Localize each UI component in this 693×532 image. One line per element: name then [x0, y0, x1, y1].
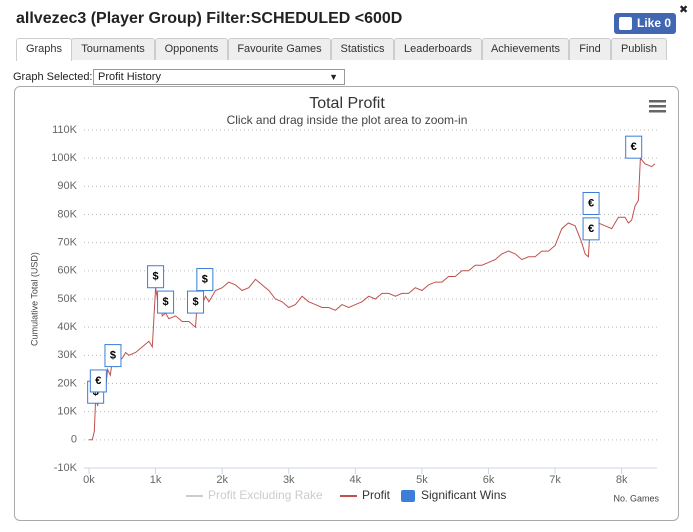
y-tick-label: 70K — [57, 237, 77, 249]
flag — [104, 344, 122, 368]
tab[interactable]: Graphs — [16, 38, 72, 61]
x-tick-label: 8k — [616, 474, 628, 486]
menu-icon[interactable] — [649, 100, 666, 113]
tab[interactable]: Tournaments — [71, 38, 155, 60]
y-tick-label: 40K — [57, 321, 77, 333]
select-value: Profit History — [98, 71, 161, 83]
graph-select[interactable]: Profit History ▼ — [93, 69, 345, 85]
x-tick-label: 0k — [83, 474, 95, 486]
x-tick-label: 7k — [549, 474, 561, 486]
legend-swatch — [401, 490, 415, 502]
tab[interactable]: Leaderboards — [394, 38, 482, 60]
y-tick-label: 30K — [57, 349, 77, 361]
tab[interactable]: Statistics — [331, 38, 394, 60]
legend-label: Profit — [362, 488, 391, 502]
flag-label: $ — [153, 271, 159, 283]
x-axis-label: No. Games — [613, 493, 659, 503]
flag — [89, 369, 107, 393]
dropdown-arrow: ▼ — [329, 72, 338, 82]
close-button[interactable]: ✖ — [679, 4, 689, 16]
y-tick-label: 0 — [71, 434, 77, 446]
x-tick-label: 5k — [416, 474, 428, 486]
x-tick-label: 2k — [216, 474, 228, 486]
chart-subtitle: Click and drag inside the plot area to z… — [227, 113, 468, 127]
flag — [582, 217, 600, 241]
flag-label: € — [588, 223, 594, 235]
flag — [625, 135, 643, 159]
tab[interactable]: Achievements — [482, 38, 569, 60]
flag — [157, 290, 175, 314]
flag — [196, 268, 214, 292]
legend-label: Significant Wins — [421, 488, 506, 502]
flag-label: € — [95, 375, 101, 387]
y-tick-label: 20K — [57, 377, 77, 389]
y-tick-label: -10K — [54, 462, 78, 474]
y-tick-label: 60K — [57, 265, 77, 277]
x-tick-label: 3k — [283, 474, 295, 486]
flag-label: € — [631, 141, 637, 153]
selector-label: Graph Selected: — [13, 71, 93, 83]
flag-label: $ — [202, 273, 208, 285]
flag-label: $ — [192, 296, 198, 308]
flag — [147, 265, 165, 289]
page-title: allvezec3 (Player Group) Filter:SCHEDULE… — [16, 10, 403, 27]
chart-title: Total Profit — [309, 95, 385, 112]
flag — [582, 192, 600, 215]
y-tick-label: 10K — [57, 406, 77, 418]
flag-label: $ — [110, 350, 116, 362]
x-tick-label: 4k — [350, 474, 362, 486]
tab[interactable]: Find — [569, 38, 611, 60]
flag — [187, 290, 205, 314]
flag-label: € — [588, 197, 594, 209]
like-button[interactable]: Like 0 — [614, 13, 676, 34]
y-tick-label: 80K — [57, 208, 77, 220]
legend-label: Profit Excluding Rake — [208, 488, 323, 502]
flag-label: $ — [163, 296, 169, 308]
tab-bar: Graphs Tournaments Opponents Favourite Game… — [0, 38, 693, 61]
like-text: Like 0 — [637, 16, 672, 30]
chart-panel — [14, 86, 679, 521]
fb-icon — [619, 17, 632, 30]
y-tick-label: 50K — [57, 293, 77, 305]
tab[interactable]: Favourite Games — [228, 38, 331, 60]
y-tick-label: 110K — [52, 124, 78, 136]
tab[interactable]: Opponents — [155, 38, 228, 60]
x-tick-label: 6k — [483, 474, 495, 486]
y-axis-label: Cumulative Total (USD) — [29, 252, 39, 346]
x-tick-label: 1k — [150, 474, 162, 486]
profit-line — [89, 156, 656, 441]
y-tick-label: 90K — [57, 180, 77, 192]
tab[interactable]: Publish — [611, 38, 667, 60]
y-tick-label: 100K — [51, 152, 77, 164]
